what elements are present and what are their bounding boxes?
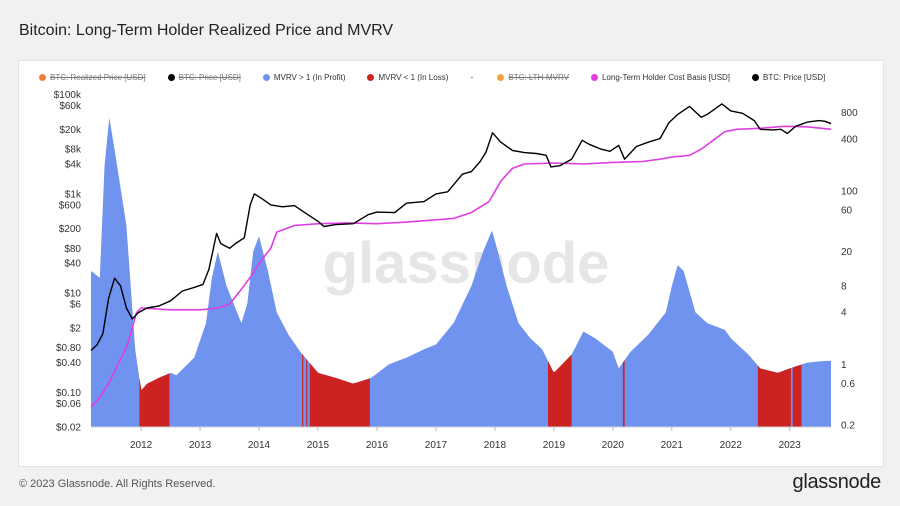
watermark-text: glassnode: [323, 231, 610, 296]
x-tick-label: 2014: [248, 440, 271, 451]
x-tick-label: 2020: [602, 440, 625, 451]
page-title: Bitcoin: Long-Term Holder Realized Price…: [19, 22, 394, 39]
legend-item[interactable]: BTC: Price [USD]: [752, 73, 825, 82]
legend-dot-icon: [367, 73, 375, 81]
y-left-tick-label: $0.02: [56, 423, 81, 434]
y-right-tick-label: 60: [841, 206, 853, 217]
mvrv-loss-band: [306, 358, 308, 427]
legend-item[interactable]: BTC: Realized Price [USD]: [39, 73, 146, 82]
mvrv-loss-band: [139, 373, 170, 427]
y-left-tick-label: $10: [64, 289, 81, 300]
mvrv-loss-band: [622, 360, 625, 427]
y-left-tick-label: $100k: [54, 90, 82, 101]
legend-dot-icon: [262, 73, 270, 81]
y-right-tick-label: 0.2: [841, 421, 855, 432]
mvrv-profit-area: [91, 117, 831, 427]
y-right-tick-label: 1: [841, 360, 847, 371]
legend-item[interactable]: Long-Term Holder Cost Basis [USD]: [590, 72, 731, 82]
legend-label: MVRV < 1 (In Loss): [378, 72, 449, 82]
x-tick-label: 2015: [307, 440, 330, 451]
legend-label: BTC: LTH-MVRV: [508, 72, 569, 82]
y-left-tick-label: $2: [70, 323, 82, 334]
y-left-tick-label: $0.40: [56, 358, 81, 369]
mvrv-loss-band: [792, 364, 802, 427]
legend-dot-icon: [39, 73, 46, 81]
legend-dot-icon: [497, 73, 505, 81]
y-right-tick-label: 100: [841, 187, 858, 198]
y-left-tick-label: $4k: [65, 160, 82, 171]
legend-dot-icon: [167, 73, 175, 81]
mvrv-loss-band: [757, 365, 791, 427]
x-tick-label: 2019: [543, 440, 566, 451]
legend-separator: -: [470, 72, 474, 82]
y-left-tick-label: $20k: [59, 125, 82, 136]
x-tick-label: 2017: [425, 440, 448, 451]
y-left-tick-label: $0.10: [56, 388, 81, 399]
y-left-tick-label: $1k: [65, 189, 82, 200]
y-right-tick-label: 400: [841, 134, 858, 145]
chart-panel: BTC: Realized Price [USD] BTC: Price [USD…: [18, 60, 884, 467]
legend-item[interactable]: BTC: LTH-MVRV: [497, 73, 569, 82]
chart-svg: glassnode $100k$60k $20k $8k $4k $1k$600 $200 $…: [54, 89, 858, 451]
y-left-tick-label: $40: [64, 259, 81, 270]
y-left-tick-label: $0.80: [56, 343, 81, 354]
legend-item[interactable]: MVRV < 1 (In Loss): [367, 73, 448, 82]
mvrv-loss-band: [302, 353, 304, 427]
y-right-tick-label: 4: [841, 308, 847, 319]
legend-label: BTC: Price [USD]: [178, 72, 241, 82]
mvrv-loss-band: [309, 363, 370, 427]
btc-price-line: [90, 103, 832, 351]
legend-dot-icon: [590, 73, 598, 81]
y-left-tick-label: $8k: [65, 145, 82, 156]
y-left-tick-label: $600: [59, 200, 82, 211]
copyright-footer: © 2023 Glassnode. All Rights Reserved.: [19, 478, 216, 490]
legend-dot-icon: [752, 73, 760, 81]
y-left-tick-label: $60k: [59, 101, 82, 112]
y-left-tick-label: $80: [64, 244, 81, 255]
legend-label: BTC: Price [USD]: [763, 72, 826, 82]
legend-label: BTC: Realized Price [USD]: [50, 72, 146, 82]
legend-label: MVRV > 1 (In Profit): [273, 72, 346, 82]
legend-item[interactable]: BTC: Price [USD]: [167, 72, 241, 82]
y-left-tick-label: $0.06: [56, 399, 81, 410]
x-tick-label: 2018: [484, 440, 507, 451]
chart-legend: BTC: Realized Price [USD] BTC: Price [USD…: [39, 69, 873, 85]
legend-label: Long-Term Holder Cost Basis [USD]: [601, 72, 731, 82]
x-tick-label: 2012: [130, 440, 153, 451]
x-tick-label: 2023: [779, 440, 802, 451]
y-left-tick-label: $200: [59, 224, 82, 235]
y-left-tick-label: $6: [70, 300, 82, 311]
legend-item[interactable]: MVRV > 1 (In Profit): [262, 72, 346, 82]
x-tick-label: 2016: [366, 440, 389, 451]
x-tick-label: 2022: [720, 440, 743, 451]
mvrv-loss-band: [548, 354, 572, 427]
y-right-tick-label: 800: [841, 108, 858, 119]
y-right-tick-label: 8: [841, 282, 847, 293]
x-tick-label: 2013: [189, 440, 212, 451]
x-tick-label: 2021: [661, 440, 684, 451]
y-right-tick-label: 20: [841, 247, 853, 258]
glassnode-logo: glassnode: [792, 471, 882, 493]
y-right-tick-label: 0.6: [841, 379, 855, 390]
